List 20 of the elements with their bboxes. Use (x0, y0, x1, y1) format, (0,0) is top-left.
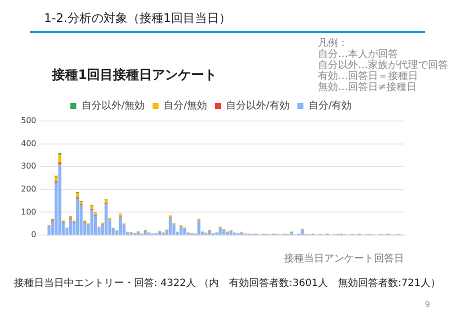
legend-label: 自分以外/有効 (226, 100, 290, 112)
y-tick-label: 500 (20, 116, 36, 126)
text: 1-2.分析の対象（接種1回目当日） (44, 10, 232, 27)
text: 自分以外…家族が代理で回答 (318, 60, 448, 71)
chart-title: 接種1回目接種日アンケート (52, 66, 218, 84)
x-axis-title: 接種当日アンケート回答日 (284, 252, 404, 265)
y-tick-label: 100 (20, 207, 36, 216)
y-tick-label: 200 (20, 184, 36, 194)
y-tick-label: 0 (31, 230, 36, 240)
text: 有効…回答日＝接種日 (318, 71, 419, 82)
text: 凡例： (318, 38, 348, 49)
y-tick-label: 400 (20, 138, 36, 148)
text: 無効…回答日≠接種日 (318, 82, 418, 93)
legend-label: 自分/無効 (164, 100, 208, 112)
text: 接種日当日中エントリー・回答: 4322人 （内 有効回答者数:3601人 無効回答者数:721人） (14, 276, 440, 290)
legend-label: 自分以外/無効 (81, 100, 145, 112)
text: 自分…本人が回答 (318, 49, 399, 60)
y-tick-label: 300 (20, 162, 36, 171)
text: 9 (425, 300, 430, 309)
legend-label: 自分/有効 (308, 100, 352, 112)
